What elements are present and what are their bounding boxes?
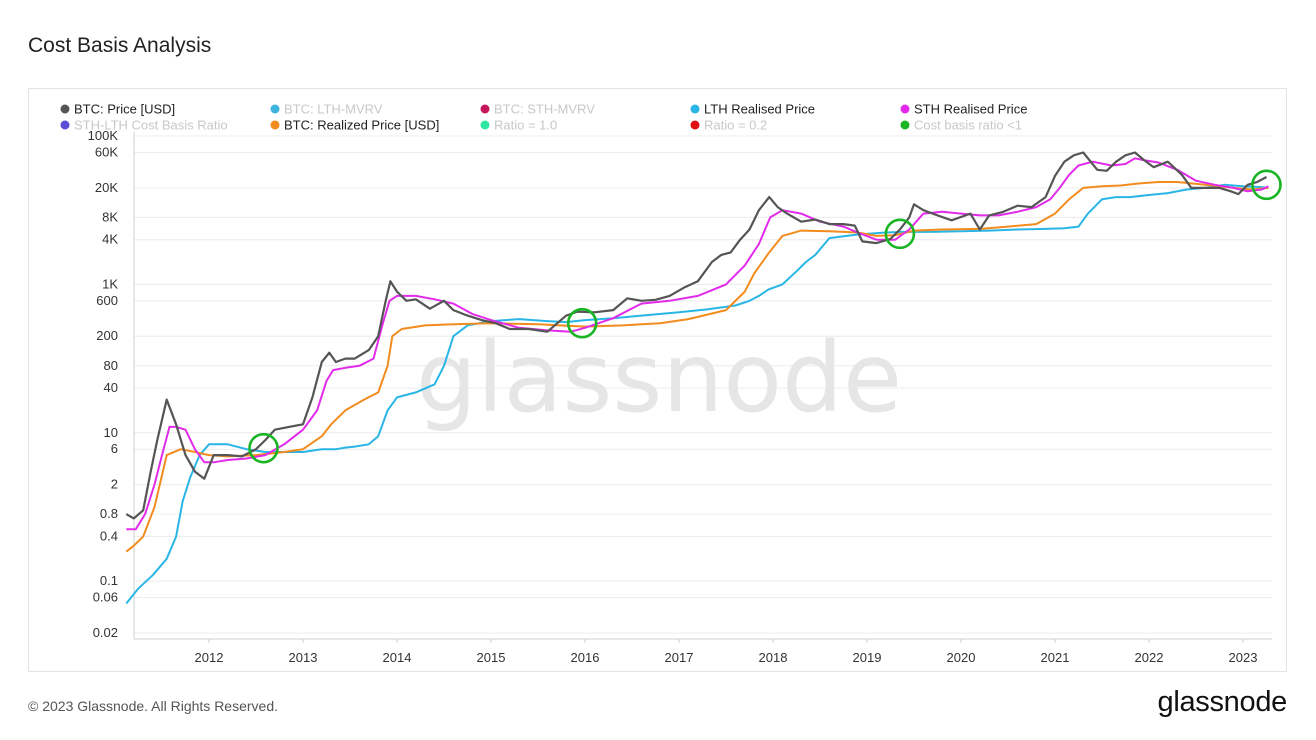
y-tick-label: 0.4	[100, 528, 118, 543]
legend-item-label: Ratio = 1.0	[494, 118, 557, 133]
y-tick-label: 4K	[102, 232, 118, 247]
x-tick-label: 2017	[665, 650, 694, 665]
legend-item-label: BTC: Realized Price [USD]	[284, 118, 439, 133]
legend-dot	[900, 104, 910, 114]
y-tick-label: 10	[104, 425, 118, 440]
x-tick-label: 2021	[1041, 650, 1070, 665]
cost-basis-marker	[884, 218, 916, 250]
legend-dot	[900, 120, 910, 130]
watermark-text: glassnode	[416, 322, 902, 434]
y-tick-label: 200	[96, 328, 118, 343]
legend-item-label: Ratio = 0.2	[704, 118, 767, 133]
chart-panel: 100K 60K 20K 8K 4K 1K 600 200 80 40 10 6 2 0.8 0.4 0.1 0…	[28, 88, 1287, 672]
x-tick-label: 2020	[947, 650, 976, 665]
glassnode-logo[interactable]: glassnode	[1157, 686, 1287, 718]
y-tick-label: 100K	[88, 128, 119, 143]
copyright-text: © 2023 Glassnode. All Rights Reserved.	[28, 698, 279, 714]
y-tick-label: 40	[104, 380, 118, 395]
legend-item-label: STH-LTH Cost Basis Ratio	[74, 118, 228, 133]
x-tick-label: 2018	[759, 650, 788, 665]
legend-dot	[60, 104, 70, 114]
cost-basis-marker	[248, 432, 279, 464]
y-tick-label: 0.1	[100, 573, 118, 588]
legend-dot	[480, 120, 490, 130]
cost-basis-marker	[1251, 169, 1282, 201]
legend-item-label: LTH Realised Price	[704, 102, 815, 117]
y-tick-label: 1K	[102, 276, 118, 291]
y-tick-label: 600	[96, 293, 118, 308]
series-line-btc-realized-price-usd	[125, 181, 1269, 553]
legend-item-label: BTC: STH-MVRV	[494, 102, 595, 117]
x-tick-label: 2012	[195, 650, 224, 665]
legend-dot	[270, 104, 280, 114]
legend-dot	[270, 120, 280, 130]
legend-item-label: BTC: Price [USD]	[74, 102, 175, 117]
series-line-btc-price-usd	[125, 151, 1268, 520]
x-tick-label: 2016	[571, 650, 600, 665]
legend-dot	[480, 104, 490, 114]
y-tick-label: 80	[104, 358, 118, 373]
page-title: Cost Basis Analysis	[28, 34, 212, 57]
x-tick-label: 2014	[383, 650, 412, 665]
legend-item-label: STH Realised Price	[914, 102, 1027, 117]
y-tick-label: 0.8	[100, 506, 118, 521]
legend-dot	[60, 120, 70, 130]
legend-item-label: Cost basis ratio <1	[914, 118, 1022, 133]
x-tick-label: 2019	[853, 650, 882, 665]
y-tick-label: 2	[111, 477, 118, 492]
x-tick-label: 2015	[477, 650, 506, 665]
y-tick-label: 0.02	[93, 625, 118, 640]
x-tick-label: 2013	[289, 650, 318, 665]
legend-dot	[690, 120, 700, 130]
legend-dot	[690, 104, 700, 114]
y-tick-label: 20K	[95, 180, 118, 195]
cost-basis-marker	[566, 307, 598, 339]
x-tick-label: 2022	[1135, 650, 1164, 665]
y-tick-label: 6	[111, 441, 118, 456]
x-tick-label: 2023	[1229, 650, 1258, 665]
legend-item-label: BTC: LTH-MVRV	[284, 102, 383, 117]
y-tick-label: 0.06	[93, 590, 118, 605]
series-line-lth-realised-price	[125, 183, 1267, 605]
y-tick-label: 8K	[102, 209, 118, 224]
y-tick-label: 60K	[95, 144, 118, 159]
